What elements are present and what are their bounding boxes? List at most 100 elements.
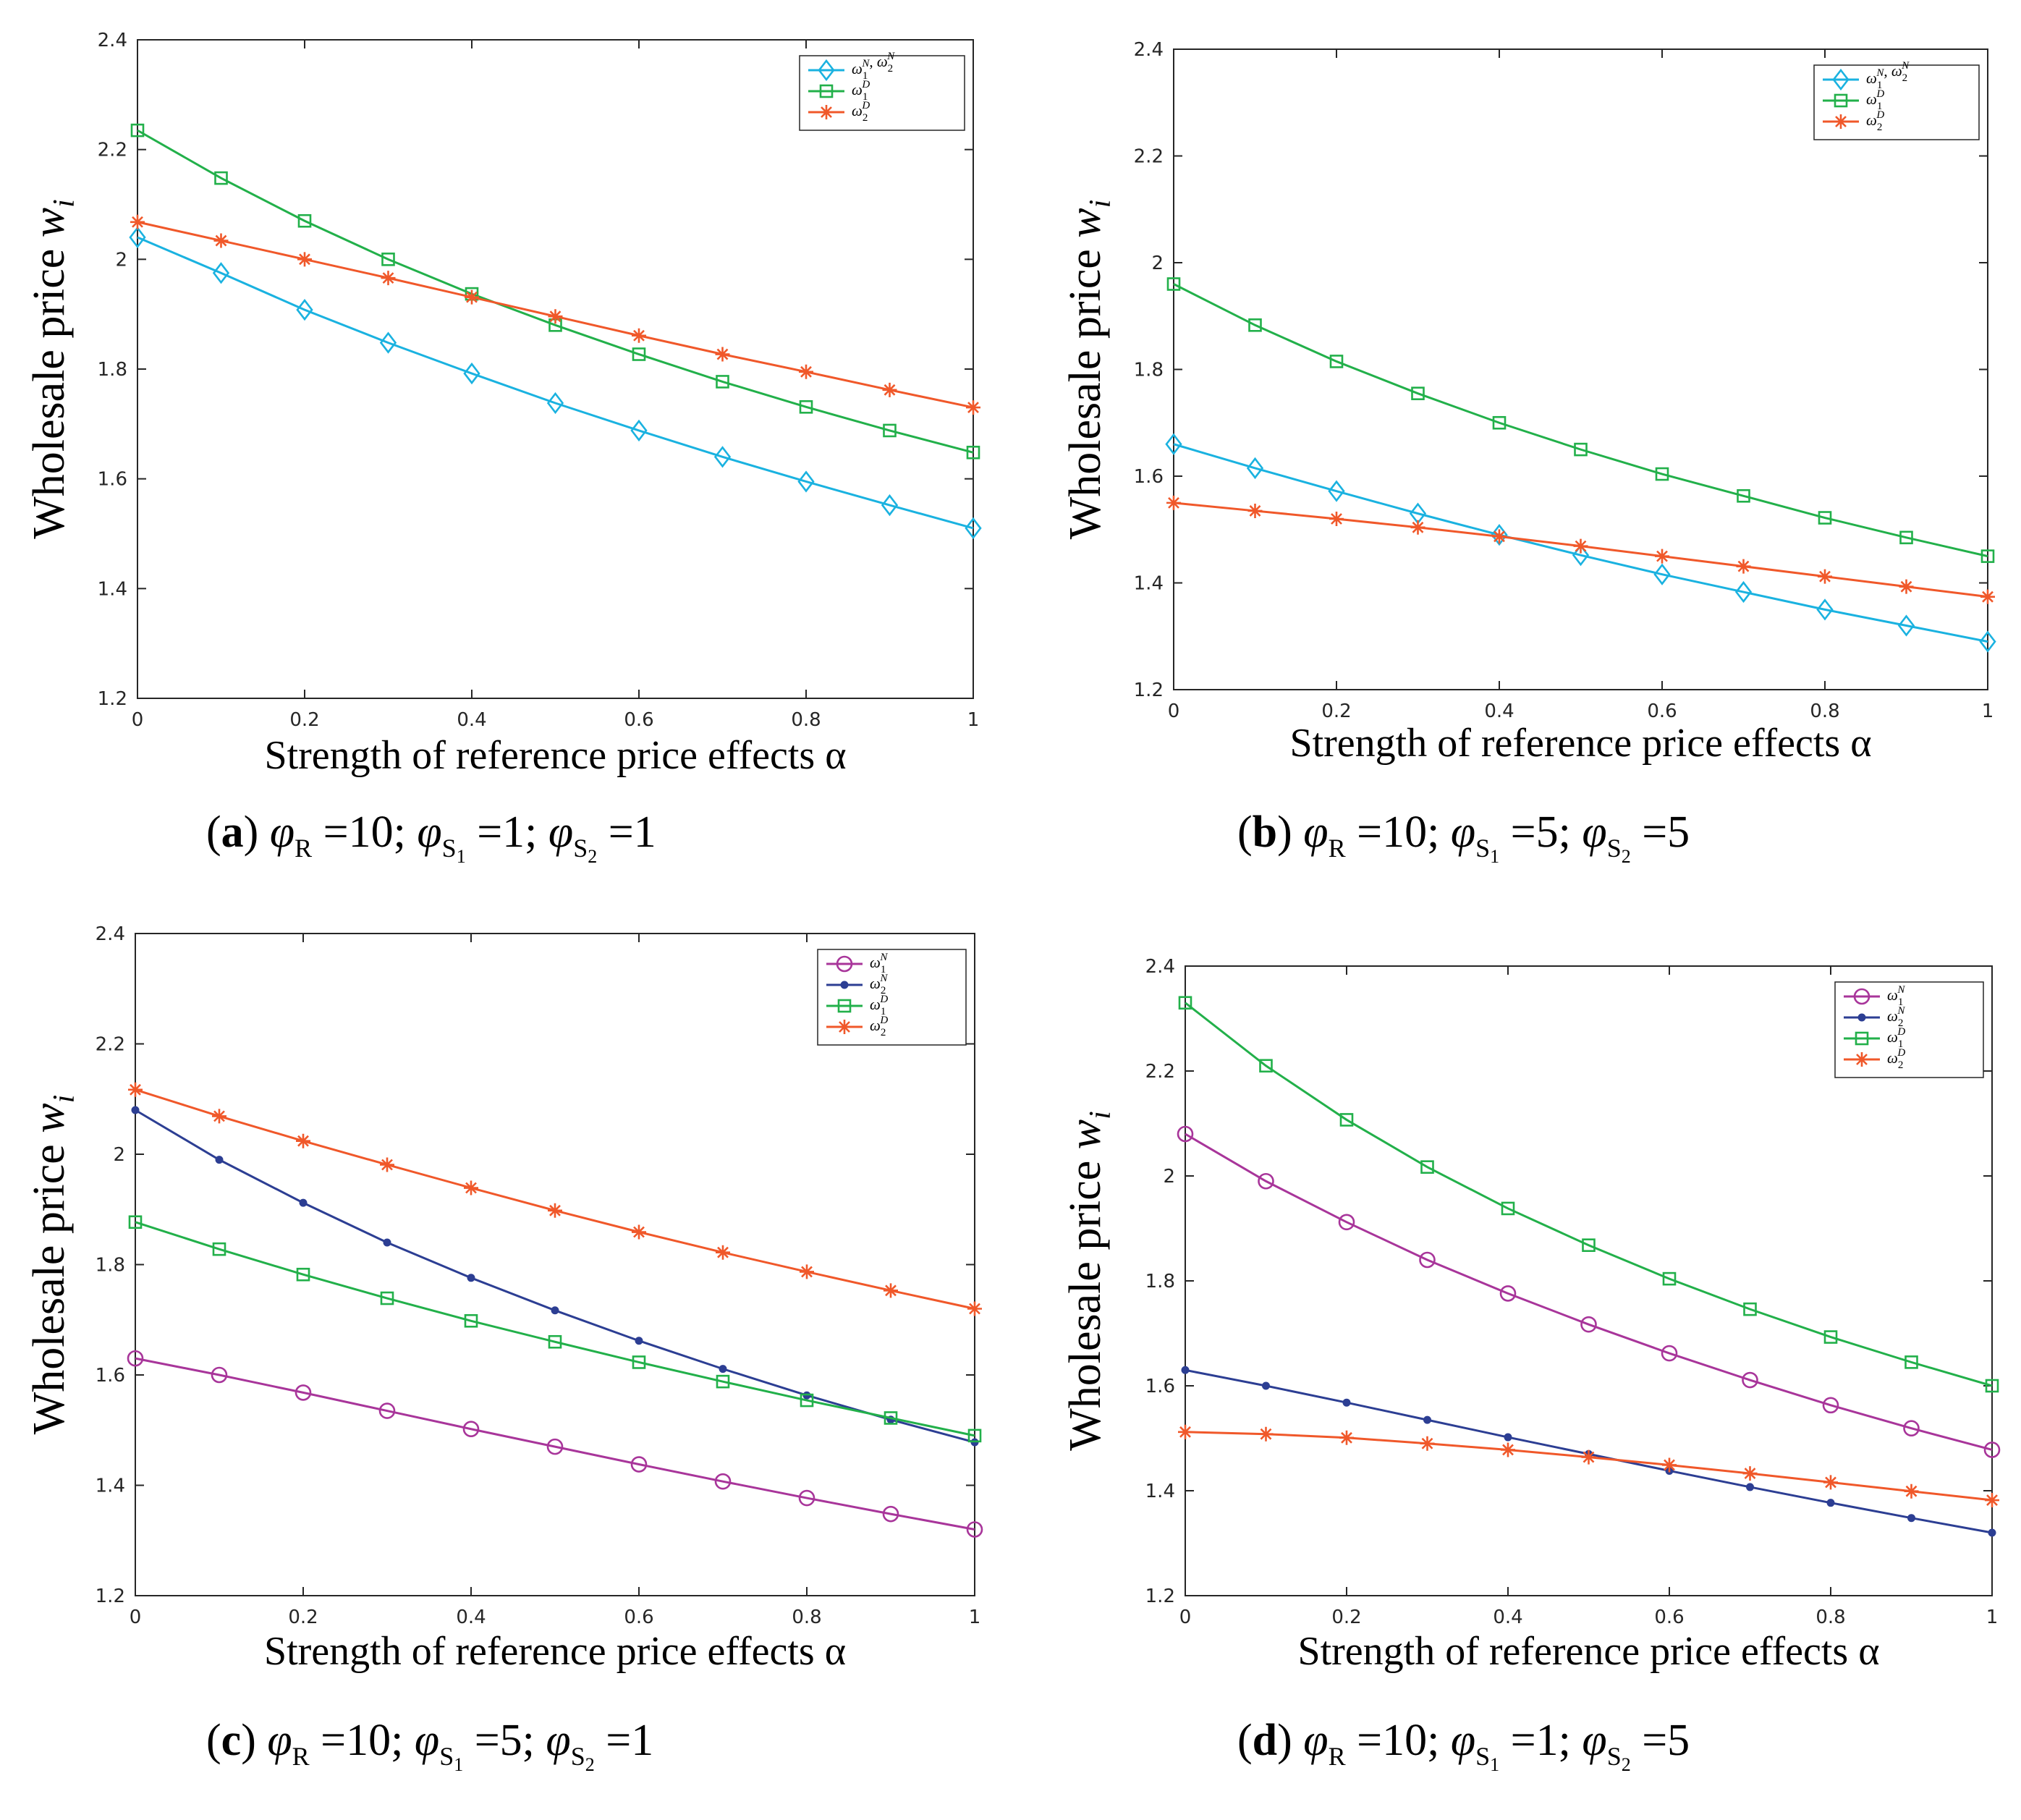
data-point bbox=[1736, 559, 1751, 574]
data-point bbox=[381, 271, 396, 286]
x-tick-label: 0.4 bbox=[1493, 1607, 1522, 1628]
y-axis-label: Wholesale price wi bbox=[1061, 1111, 1117, 1451]
data-point bbox=[297, 252, 312, 267]
data-point bbox=[1328, 480, 1345, 502]
data-point bbox=[214, 171, 228, 185]
data-point bbox=[383, 1238, 391, 1247]
data-point bbox=[1420, 1436, 1435, 1451]
chart-panel-a: 0 0.2 0.4 0.6 0.8 1 1.2 1.4 1.6 1.8 2 2.2 2.4 ω1N, ω2… bbox=[25, 30, 982, 867]
data-point bbox=[966, 1521, 983, 1538]
data-point bbox=[1983, 1442, 2001, 1458]
legend-label: ω1N bbox=[870, 952, 888, 975]
data-point bbox=[378, 1402, 396, 1419]
x-tick-label: 0.6 bbox=[1654, 1607, 1684, 1628]
data-point bbox=[967, 1301, 982, 1316]
x-tick-label: 0.8 bbox=[1815, 1607, 1845, 1628]
data-point bbox=[882, 1505, 899, 1523]
y-tick-label: 1.6 bbox=[98, 469, 127, 491]
y-tick-label: 1.4 bbox=[1134, 573, 1164, 595]
data-point bbox=[1746, 1483, 1754, 1491]
data-point bbox=[715, 347, 730, 362]
data-point bbox=[130, 123, 145, 137]
x-tick-label: 1 bbox=[1986, 1607, 1999, 1628]
y-axis-label: Wholesale price wi bbox=[25, 1095, 81, 1435]
data-point bbox=[1822, 1397, 1839, 1414]
legend-marker bbox=[836, 955, 853, 973]
data-point bbox=[966, 400, 980, 415]
data-point bbox=[1572, 544, 1590, 567]
data-point bbox=[1980, 589, 1995, 604]
x-tick-label: 0.2 bbox=[1321, 701, 1351, 722]
x-tick-label: 0.4 bbox=[457, 709, 486, 731]
data-point bbox=[1258, 1426, 1274, 1442]
data-point bbox=[129, 226, 146, 249]
y-tick-label: 2.4 bbox=[98, 30, 127, 51]
data-point bbox=[716, 1374, 730, 1389]
data-point bbox=[1329, 512, 1344, 526]
data-point bbox=[1501, 1442, 1515, 1457]
y-tick-label: 2.2 bbox=[96, 1034, 125, 1056]
data-point bbox=[716, 375, 729, 389]
y-tick-label: 1.8 bbox=[98, 359, 127, 381]
series-line-1 bbox=[137, 236, 974, 530]
data-point bbox=[1420, 1160, 1434, 1174]
legend-marker bbox=[840, 981, 849, 989]
data-point bbox=[1742, 1466, 1758, 1481]
data-point bbox=[464, 1180, 478, 1195]
x-axis-label: Strength of reference price effects α bbox=[264, 733, 846, 778]
legend-marker bbox=[837, 999, 852, 1013]
data-point bbox=[212, 262, 230, 284]
data-point bbox=[212, 1242, 226, 1256]
data-point bbox=[379, 331, 397, 354]
x-tick-label: 0.8 bbox=[792, 1607, 821, 1628]
legend-label: ω1D bbox=[870, 994, 888, 1017]
data-point bbox=[1985, 1379, 1999, 1393]
data-point bbox=[1423, 1415, 1431, 1424]
legend-marker bbox=[818, 59, 835, 82]
x-tick-label: 0.4 bbox=[456, 1607, 486, 1628]
data-point bbox=[882, 382, 897, 397]
data-point bbox=[1504, 1433, 1512, 1442]
data-point bbox=[719, 1365, 727, 1374]
y-tick-label: 1.4 bbox=[96, 1476, 125, 1497]
legend-marker bbox=[819, 105, 834, 119]
data-point bbox=[1899, 579, 1914, 594]
data-point bbox=[1248, 318, 1262, 332]
data-point bbox=[883, 423, 897, 438]
data-point bbox=[1410, 520, 1425, 535]
x-tick-label: 0.8 bbox=[791, 709, 821, 731]
x-axis-label: Strength of reference price effects α bbox=[264, 1629, 846, 1674]
data-point bbox=[1655, 549, 1669, 564]
data-point bbox=[1734, 580, 1753, 604]
data-point bbox=[1897, 614, 1915, 637]
panel-caption: (b) φR =10; φS1 =5; φS2 =5 bbox=[1237, 808, 1690, 867]
data-point bbox=[1899, 530, 1913, 545]
x-axis-label: Strength of reference price effects α bbox=[1297, 1629, 1879, 1674]
data-point bbox=[632, 1224, 646, 1240]
plot-area bbox=[1173, 48, 1988, 690]
legend-label: ω1D bbox=[852, 79, 870, 103]
data-point bbox=[1573, 538, 1588, 554]
data-point bbox=[546, 1438, 564, 1455]
y-tick-label: 2.4 bbox=[1145, 956, 1175, 978]
data-point bbox=[965, 517, 982, 540]
legend-marker bbox=[1855, 1052, 1869, 1067]
y-tick-label: 1.2 bbox=[98, 688, 127, 710]
data-point bbox=[1907, 1514, 1915, 1523]
panel-caption: (d) φR =10; φS1 =1; φS2 =5 bbox=[1237, 1716, 1690, 1775]
data-point bbox=[1166, 277, 1181, 291]
y-tick-label: 1.4 bbox=[98, 578, 127, 600]
data-point bbox=[296, 1133, 310, 1148]
data-point bbox=[299, 1198, 308, 1207]
data-point bbox=[462, 1421, 480, 1438]
x-axis-label: Strength of reference price effects α bbox=[1289, 721, 1871, 766]
data-point bbox=[1980, 549, 1995, 563]
data-point bbox=[463, 362, 480, 385]
data-point bbox=[295, 1384, 312, 1401]
data-point bbox=[1259, 1059, 1273, 1073]
series-line-2 bbox=[137, 129, 974, 454]
y-tick-label: 1.6 bbox=[1134, 466, 1164, 488]
